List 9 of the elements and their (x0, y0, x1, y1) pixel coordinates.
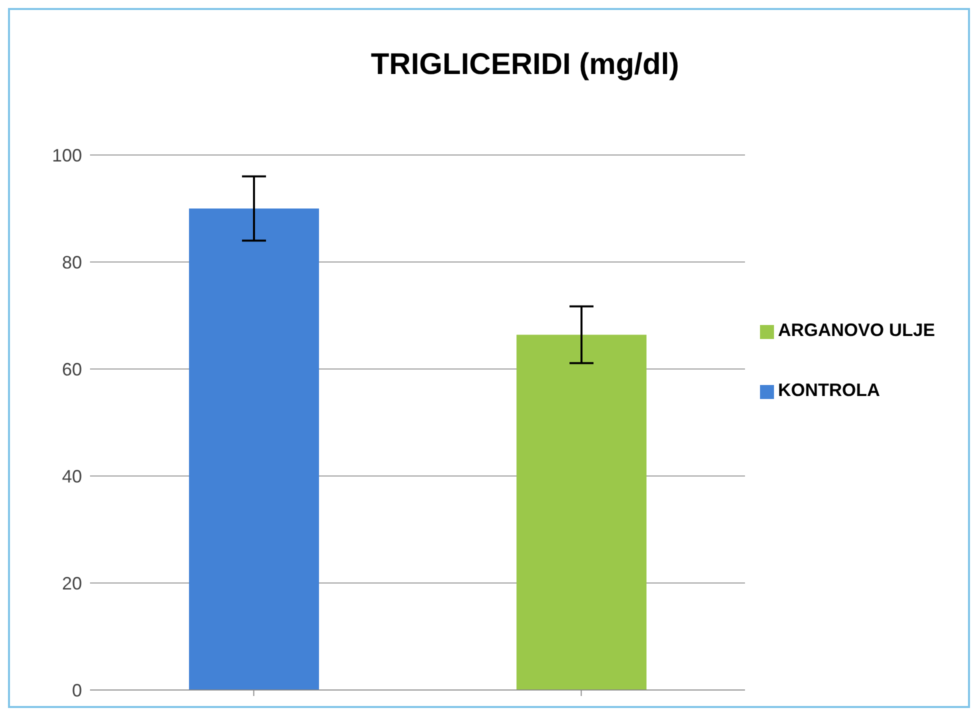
y-tick-label: 80 (62, 252, 82, 272)
y-tick-label: 40 (62, 466, 82, 486)
chart-title: TRIGLICERIDI (mg/dl) (370, 48, 680, 82)
y-tick-label: 100 (52, 145, 82, 166)
y-tick-label: 20 (62, 573, 82, 594)
legend-label: ARGANOVO ULJE (778, 320, 936, 340)
legend-label: KONTROLA (778, 380, 880, 400)
y-tick-label: 60 (62, 359, 82, 380)
y-tick-label: 0 (72, 680, 82, 700)
